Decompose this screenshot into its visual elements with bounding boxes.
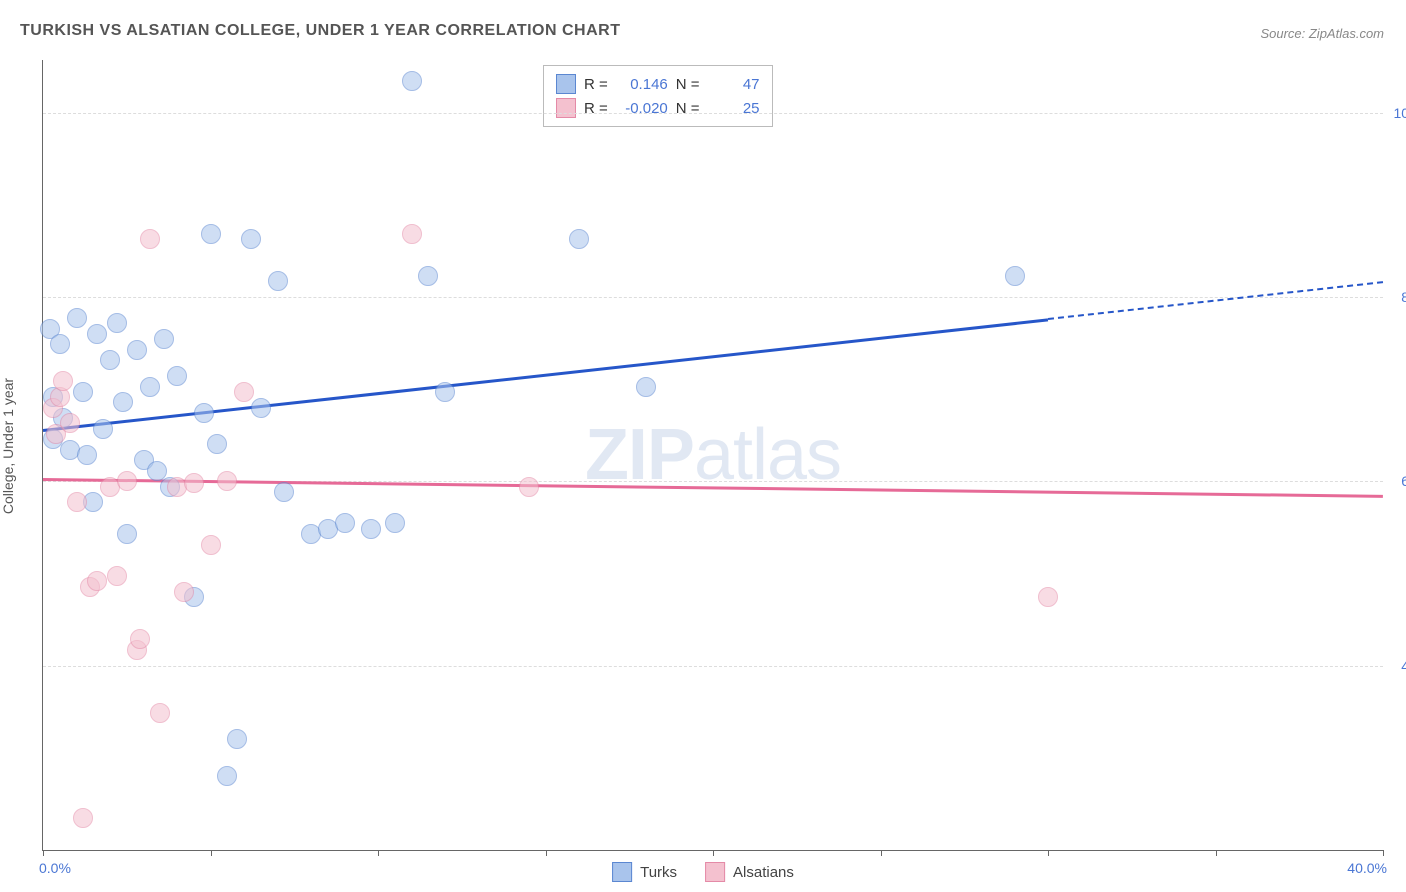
watermark-atlas: atlas (694, 415, 841, 495)
watermark: ZIPatlas (585, 414, 841, 496)
chart-title: TURKISH VS ALSATIAN COLLEGE, UNDER 1 YEA… (20, 22, 620, 40)
scatter-point (402, 71, 422, 91)
bottom-legend: Turks Alsatians (612, 862, 794, 882)
scatter-point (100, 350, 120, 370)
scatter-point (385, 513, 405, 533)
trend-line-dash (1048, 281, 1383, 320)
scatter-point (117, 471, 137, 491)
r-value-alsatians: -0.020 (616, 100, 668, 117)
scatter-point (268, 271, 288, 291)
scatter-point (201, 535, 221, 555)
y-tick-label: 47.5% (1401, 658, 1406, 674)
scatter-point (140, 229, 160, 249)
scatter-point (77, 445, 97, 465)
gridline (43, 297, 1383, 298)
stat-legend: R = 0.146 N = 47 R = -0.020 N = 25 (543, 65, 773, 127)
scatter-point (234, 382, 254, 402)
scatter-point (519, 477, 539, 497)
n-label: N = (676, 100, 700, 117)
scatter-point (127, 340, 147, 360)
swatch-alsatians (705, 862, 725, 882)
gridline (43, 113, 1383, 114)
scatter-point (73, 382, 93, 402)
scatter-point (87, 324, 107, 344)
gridline (43, 666, 1383, 667)
scatter-point (150, 703, 170, 723)
r-value-turks: 0.146 (616, 76, 668, 93)
scatter-point (130, 629, 150, 649)
x-tick (1383, 850, 1384, 856)
scatter-point (67, 492, 87, 512)
y-axis-title: College, Under 1 year (0, 378, 16, 514)
x-tick (43, 850, 44, 856)
scatter-point (107, 566, 127, 586)
swatch-turks (556, 74, 576, 94)
scatter-point (201, 224, 221, 244)
scatter-point (227, 729, 247, 749)
scatter-point (113, 392, 133, 412)
scatter-point (241, 229, 261, 249)
scatter-point (167, 366, 187, 386)
legend-label-alsatians: Alsatians (733, 864, 794, 881)
scatter-point (636, 377, 656, 397)
scatter-point (274, 482, 294, 502)
scatter-point (569, 229, 589, 249)
scatter-point (154, 329, 174, 349)
scatter-point (67, 308, 87, 328)
scatter-point (335, 513, 355, 533)
scatter-point (207, 434, 227, 454)
stat-row-alsatians: R = -0.020 N = 25 (556, 96, 760, 120)
x-tick (378, 850, 379, 856)
scatter-point (1005, 266, 1025, 286)
scatter-point (107, 313, 127, 333)
scatter-point (217, 471, 237, 491)
scatter-point (87, 571, 107, 591)
scatter-point (217, 766, 237, 786)
scatter-point (93, 419, 113, 439)
swatch-alsatians (556, 98, 576, 118)
y-tick-label: 100.0% (1394, 105, 1406, 121)
scatter-point (194, 403, 214, 423)
swatch-turks (612, 862, 632, 882)
scatter-point (418, 266, 438, 286)
x-tick (881, 850, 882, 856)
legend-item-turks: Turks (612, 862, 677, 882)
legend-item-alsatians: Alsatians (705, 862, 794, 882)
y-tick-label: 82.5% (1401, 289, 1406, 305)
scatter-point (1038, 587, 1058, 607)
scatter-point (73, 808, 93, 828)
x-tick (211, 850, 212, 856)
plot-area: ZIPatlas R = 0.146 N = 47 R = -0.020 N =… (42, 60, 1383, 851)
r-label: R = (584, 76, 608, 93)
n-value-turks: 47 (708, 76, 760, 93)
x-tick (713, 850, 714, 856)
scatter-point (50, 334, 70, 354)
legend-label-turks: Turks (640, 864, 677, 881)
x-tick-label-min: 0.0% (39, 860, 71, 876)
scatter-point (402, 224, 422, 244)
scatter-point (174, 582, 194, 602)
x-tick-label-max: 40.0% (1347, 860, 1387, 876)
source-label: Source: ZipAtlas.com (1260, 26, 1384, 41)
scatter-point (251, 398, 271, 418)
scatter-point (361, 519, 381, 539)
scatter-point (117, 524, 137, 544)
x-tick (546, 850, 547, 856)
stat-row-turks: R = 0.146 N = 47 (556, 72, 760, 96)
n-value-alsatians: 25 (708, 100, 760, 117)
watermark-zip: ZIP (585, 415, 694, 495)
r-label: R = (584, 100, 608, 117)
scatter-point (53, 371, 73, 391)
scatter-point (140, 377, 160, 397)
scatter-point (184, 473, 204, 493)
x-tick (1216, 850, 1217, 856)
n-label: N = (676, 76, 700, 93)
x-tick (1048, 850, 1049, 856)
scatter-point (60, 413, 80, 433)
scatter-point (435, 382, 455, 402)
y-tick-label: 65.0% (1401, 473, 1406, 489)
